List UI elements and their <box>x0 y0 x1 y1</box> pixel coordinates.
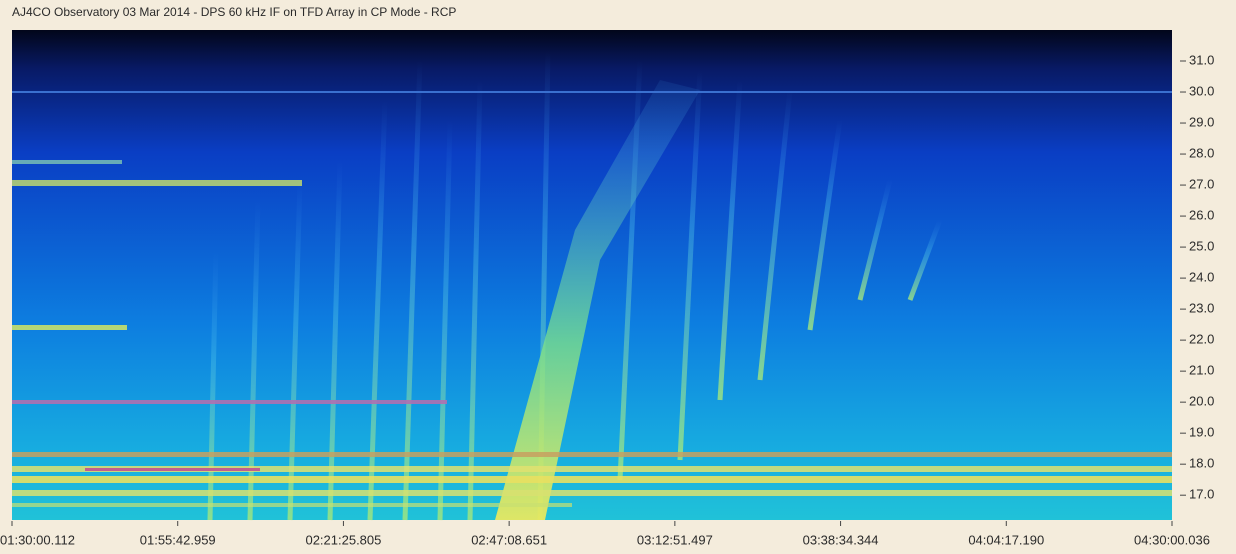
y-tick-label: 23.0 <box>1189 301 1214 316</box>
spectrogram-image <box>12 30 1172 521</box>
burst <box>495 80 700 520</box>
y-tick-label: 17.0 <box>1189 487 1214 502</box>
band <box>12 490 1172 496</box>
band <box>12 180 302 186</box>
y-tick-label: 30.0 <box>1189 83 1214 98</box>
band <box>12 476 1172 483</box>
y-tick-label: 21.0 <box>1189 363 1214 378</box>
x-tick-label: 04:04:17.190 <box>968 532 1044 547</box>
x-tick-label: 01:55:42.959 <box>140 532 216 547</box>
band <box>12 400 447 404</box>
x-tick-label: 02:21:25.805 <box>305 532 381 547</box>
band <box>12 466 1172 472</box>
y-tick-label: 27.0 <box>1189 177 1214 192</box>
x-tick-label: 03:12:51.497 <box>637 532 713 547</box>
y-tick-label: 25.0 <box>1189 239 1214 254</box>
y-tick-label: 19.0 <box>1189 425 1214 440</box>
band <box>85 468 260 471</box>
x-tick-label: 02:47:08.651 <box>471 532 547 547</box>
band <box>12 160 122 164</box>
x-tick-label: 04:30:00.036 <box>1134 532 1210 547</box>
x-tick-label: 01:30:00.112 <box>0 532 75 547</box>
y-tick-label: 18.0 <box>1189 456 1214 471</box>
chart-title: AJ4CO Observatory 03 Mar 2014 - DPS 60 k… <box>12 5 456 19</box>
band <box>12 325 127 330</box>
y-tick-label: 31.0 <box>1189 52 1214 67</box>
x-tick-label: 03:38:34.344 <box>803 532 879 547</box>
y-tick-label: 26.0 <box>1189 208 1214 223</box>
y-tick-label: 20.0 <box>1189 394 1214 409</box>
band <box>12 452 1172 457</box>
y-tick-label: 22.0 <box>1189 332 1214 347</box>
y-tick-label: 28.0 <box>1189 145 1214 160</box>
band <box>12 503 572 507</box>
y-tick-label: 29.0 <box>1189 114 1214 129</box>
streaks <box>207 49 943 521</box>
y-tick-label: 24.0 <box>1189 270 1214 285</box>
